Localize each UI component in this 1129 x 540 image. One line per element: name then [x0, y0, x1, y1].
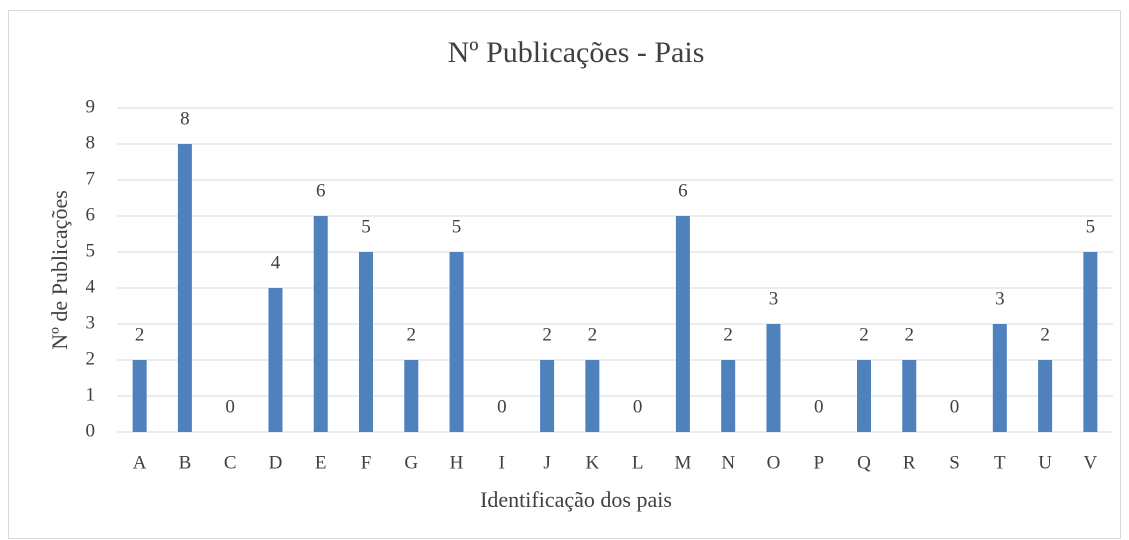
- data-label: 3: [995, 288, 1005, 309]
- data-label: 2: [859, 324, 869, 345]
- data-label: 5: [361, 216, 371, 237]
- y-tick-label: 4: [86, 276, 96, 297]
- x-tick-label: E: [315, 452, 327, 473]
- x-tick-label: S: [949, 452, 960, 473]
- bar: [902, 360, 917, 432]
- bar: [1083, 252, 1098, 432]
- y-axis-label: Nº de Publicações: [47, 190, 72, 350]
- x-tick-label: F: [361, 452, 372, 473]
- y-tick-label: 0: [86, 420, 96, 441]
- data-label: 5: [1086, 216, 1096, 237]
- x-tick-label: G: [404, 452, 418, 473]
- y-tick-label: 2: [86, 348, 96, 369]
- data-label: 0: [225, 396, 235, 417]
- data-label: 8: [180, 108, 190, 129]
- x-tick-label: V: [1083, 452, 1097, 473]
- x-tick-label: B: [179, 452, 192, 473]
- data-label: 2: [723, 324, 733, 345]
- x-tick-label: Q: [857, 452, 871, 473]
- chart-title: Nº Publicações - Pais: [448, 36, 705, 69]
- bar: [1038, 360, 1053, 432]
- bar: [675, 216, 690, 432]
- chart-border: [8, 10, 1121, 539]
- data-label: 2: [135, 324, 145, 345]
- data-label: 0: [633, 396, 643, 417]
- x-tick-label: H: [450, 452, 464, 473]
- bar: [766, 324, 781, 432]
- y-tick-label: 3: [86, 312, 96, 333]
- bar: [585, 360, 600, 432]
- data-label: 6: [316, 180, 326, 201]
- data-label: 0: [814, 396, 824, 417]
- y-tick-label: 5: [86, 240, 96, 261]
- x-tick-label: O: [767, 452, 781, 473]
- data-label: 2: [542, 324, 552, 345]
- y-tick-label: 8: [86, 132, 96, 153]
- y-tick-label: 7: [86, 168, 96, 189]
- bar: [449, 252, 464, 432]
- bar: [404, 360, 419, 432]
- bar: [268, 288, 283, 432]
- x-tick-label: J: [543, 452, 550, 473]
- bar: [992, 324, 1007, 432]
- data-label: 0: [497, 396, 507, 417]
- y-tick-label: 9: [86, 96, 96, 117]
- bar: [857, 360, 871, 432]
- x-tick-label: U: [1038, 452, 1052, 473]
- x-tick-label: A: [133, 452, 147, 473]
- bar: [132, 360, 147, 432]
- x-axis-label: Identificação dos pais: [480, 487, 672, 512]
- bar: [540, 360, 555, 432]
- x-tick-label: R: [903, 452, 916, 473]
- x-tick-label: I: [499, 452, 505, 473]
- x-tick-label: L: [632, 452, 644, 473]
- bar: [359, 252, 373, 432]
- data-label: 6: [678, 180, 688, 201]
- data-label: 3: [769, 288, 779, 309]
- y-tick-label: 1: [86, 384, 96, 405]
- x-tick-label: P: [813, 452, 824, 473]
- x-tick-label: N: [721, 452, 735, 473]
- data-label: 2: [588, 324, 598, 345]
- data-label: 2: [905, 324, 915, 345]
- data-label: 2: [1040, 324, 1050, 345]
- x-tick-label: D: [269, 452, 283, 473]
- data-label: 0: [950, 396, 960, 417]
- x-tick-label: K: [585, 452, 599, 473]
- x-tick-label: T: [994, 452, 1006, 473]
- bar: [177, 144, 192, 432]
- bar: [721, 360, 736, 432]
- bar: [313, 216, 328, 432]
- x-tick-label: M: [674, 452, 691, 473]
- x-tick-label: C: [224, 452, 237, 473]
- data-label: 4: [271, 252, 281, 273]
- data-label: 5: [452, 216, 462, 237]
- y-tick-label: 6: [86, 204, 96, 225]
- data-label: 2: [407, 324, 417, 345]
